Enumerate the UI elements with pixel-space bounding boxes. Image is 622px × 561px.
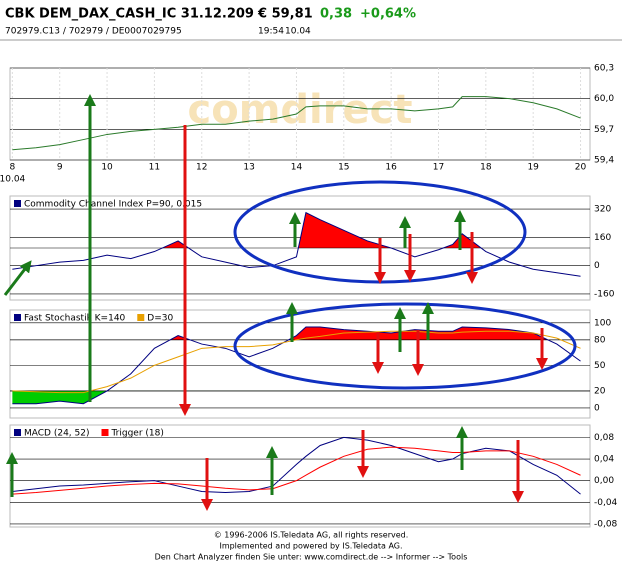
y-tick-label: 0,08 bbox=[594, 433, 614, 443]
ids: 702979.C13 / 702979 / DE0007029795 bbox=[5, 27, 182, 37]
footer: © 1996-2006 IS.Teledata AG, all rights r… bbox=[214, 531, 409, 540]
y-tick-label: 20 bbox=[594, 386, 606, 396]
y-tick-label: 0,00 bbox=[594, 476, 614, 486]
series-line bbox=[12, 446, 581, 495]
price: € 59,81 bbox=[257, 7, 313, 22]
ellipse bbox=[233, 302, 577, 390]
y-tick-label: 320 bbox=[594, 205, 611, 215]
y-tick-label: 80 bbox=[594, 335, 606, 345]
x-tick-label: 15 bbox=[338, 163, 349, 173]
x-tick-label: 10 bbox=[101, 163, 113, 173]
y-tick-label: -0,08 bbox=[594, 519, 618, 529]
x-tick-label: 13 bbox=[243, 163, 254, 173]
y-tick-label: -0,04 bbox=[594, 498, 618, 508]
x-sublabel: 10.04 bbox=[0, 175, 26, 185]
x-tick-label: 16 bbox=[385, 163, 397, 173]
date: 10.04 bbox=[285, 27, 311, 37]
change: 0,38 bbox=[320, 7, 352, 22]
y-tick-label: 100 bbox=[594, 318, 611, 328]
legend-label: Fast Stochastik K=140 bbox=[24, 314, 126, 324]
series-line bbox=[12, 326, 581, 405]
x-tick-label: 14 bbox=[291, 163, 303, 173]
legend-label: Commodity Channel Index P=90, 0.015 bbox=[24, 200, 202, 210]
y-tick-label: 0,04 bbox=[594, 455, 614, 465]
watermark: comdirect bbox=[188, 87, 413, 133]
legend-swatch bbox=[14, 314, 21, 321]
y-tick-label: 0 bbox=[594, 261, 600, 271]
y-tick-label: 50 bbox=[594, 361, 606, 371]
x-tick-label: 17 bbox=[433, 163, 444, 173]
series-line bbox=[12, 211, 581, 277]
series-line bbox=[12, 330, 581, 394]
arrow-up bbox=[3, 260, 32, 296]
legend-label: D=30 bbox=[147, 314, 173, 324]
legend-swatch bbox=[137, 314, 145, 321]
y-tick-label: 160 bbox=[594, 233, 611, 243]
time: 19:54 bbox=[258, 27, 284, 37]
annotations bbox=[3, 94, 577, 511]
legend-label: MACD (24, 52) bbox=[24, 429, 90, 439]
y-tick-label: 0 bbox=[594, 403, 600, 413]
legend-swatch bbox=[14, 429, 21, 436]
y-tick-label: 59,7 bbox=[594, 125, 614, 135]
footer: Implemented and powered by IS.Teledata A… bbox=[219, 542, 402, 551]
x-tick-label: 12 bbox=[196, 163, 207, 173]
y-tick-label: 59,4 bbox=[594, 156, 614, 166]
legend-swatch bbox=[14, 200, 21, 207]
x-tick-label: 20 bbox=[575, 163, 587, 173]
fill_above-fill bbox=[170, 327, 548, 340]
y-tick-label: 60,3 bbox=[594, 64, 614, 74]
footer: Den Chart Analyzer finden Sie unter: www… bbox=[155, 553, 468, 561]
series-line bbox=[12, 96, 581, 151]
x-tick-label: 9 bbox=[57, 163, 63, 173]
y-tick-label: 60,0 bbox=[594, 94, 614, 104]
title: CBK DEM_DAX_CASH_IC 31.12.209 bbox=[5, 7, 254, 22]
x-tick-label: 8 bbox=[10, 163, 16, 173]
plots: 60,3 60,0 59,7 59,4 8 9 10 11 12 13 14 15 16 17 18 19 20… bbox=[0, 64, 618, 530]
y-tick-label: -160 bbox=[594, 289, 615, 299]
panel-frame bbox=[9, 424, 591, 528]
panel-frame bbox=[9, 309, 591, 419]
series-line bbox=[12, 436, 581, 495]
x-tick-label: 19 bbox=[527, 163, 539, 173]
x-tick-label: 18 bbox=[480, 163, 492, 173]
legend-label: Trigger (18) bbox=[111, 429, 164, 439]
legend-swatch bbox=[101, 429, 109, 436]
x-tick-label: 11 bbox=[149, 163, 160, 173]
change-pct: +0,64% bbox=[360, 7, 416, 22]
